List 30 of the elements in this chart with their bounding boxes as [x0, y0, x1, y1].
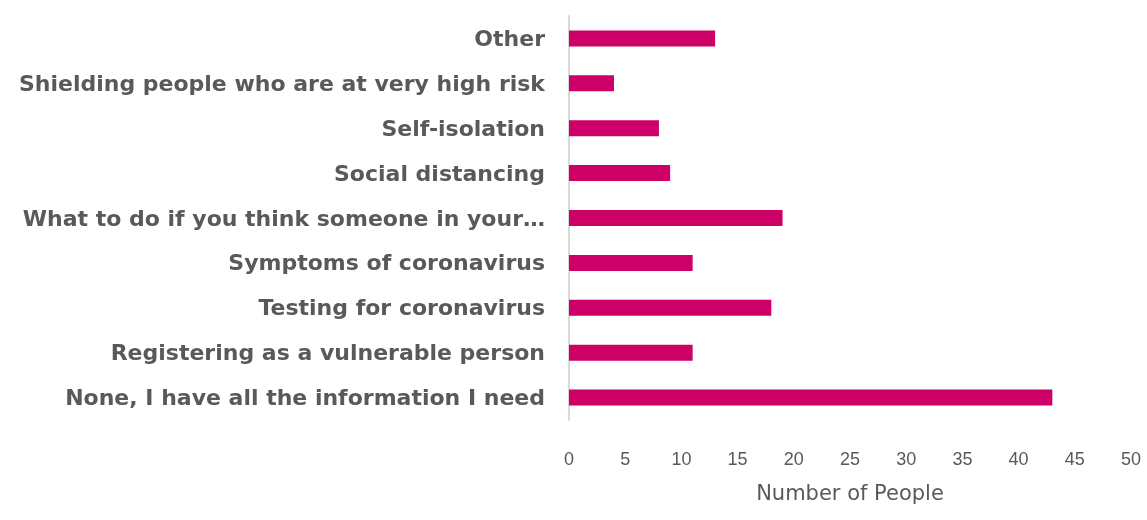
x-tick-label: 20: [783, 449, 804, 469]
bar: [569, 120, 659, 137]
x-tick-label: 15: [727, 449, 748, 469]
bar: [569, 254, 693, 271]
bar: [569, 75, 614, 92]
x-tick-label: 30: [896, 449, 917, 469]
x-tick-label: 40: [1008, 449, 1029, 469]
y-tick-label: Testing for coronavirus: [258, 295, 545, 321]
y-tick-label: Symptoms of coronavirus: [228, 250, 545, 276]
y-tick-label: Registering as a vulnerable person: [110, 340, 545, 366]
bar: [569, 210, 783, 226]
x-tick-label: 45: [1064, 449, 1085, 469]
x-tick-label: 10: [671, 449, 692, 469]
x-axis-title: Number of People: [756, 480, 944, 505]
y-tick-label: Shielding people who are at very high risk: [18, 70, 547, 96]
x-tick-label: 35: [952, 449, 973, 469]
bar: [569, 344, 693, 361]
x-tick-label: 25: [839, 449, 861, 469]
bar: [569, 299, 772, 316]
x-tick-label: 5: [620, 449, 631, 469]
y-tick-label: What to do if you think someone in your…: [22, 205, 545, 231]
y-tick-label: Other: [474, 25, 546, 51]
y-tick-label: Social distancing: [334, 160, 545, 186]
bar: [569, 165, 671, 182]
bar: [569, 389, 1053, 406]
x-tick-label: 50: [1120, 449, 1142, 469]
y-tick-label: None, I have all the information I need: [65, 385, 545, 411]
x-tick-label: 0: [563, 449, 575, 469]
bar: [569, 30, 716, 47]
y-tick-label: Self-isolation: [381, 115, 545, 141]
